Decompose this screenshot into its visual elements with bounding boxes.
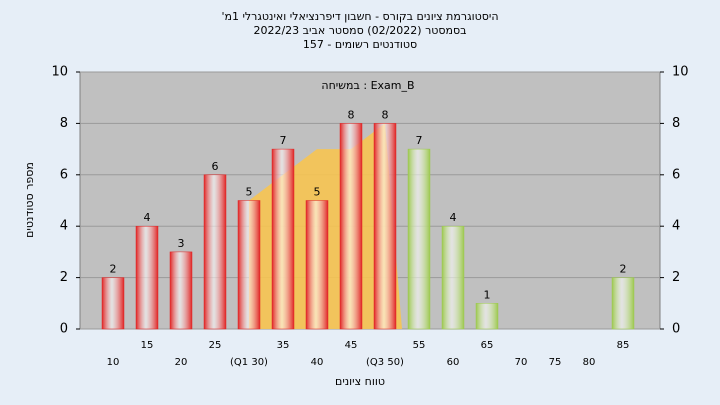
bar [169,251,193,330]
data-label: 4 [144,211,151,224]
x-tick-label: 75 [549,357,562,368]
y-tick-label: 10 [51,65,68,80]
data-label: 8 [348,108,355,121]
y2-tick-label: 6 [672,167,680,182]
data-label: 1 [484,288,491,301]
x-tick-label: 85 [617,340,630,351]
data-label: 2 [110,263,117,276]
bar [373,123,397,330]
x-tick-label: 40 [311,357,324,368]
x-tick-label: 55 [413,340,426,351]
chart-subtitle: בסמסטר (02/2022) סמסטר אביב 2022/23 [253,24,466,37]
x-tick-label: 65 [481,340,494,351]
data-label: 5 [314,186,321,199]
bar [271,148,295,330]
bar [611,277,635,330]
y2-tick-label: 2 [672,270,680,285]
bar [441,225,465,330]
y2-tick-label: 8 [672,116,680,131]
data-label: 8 [382,108,389,121]
x-tick-label: 45 [345,340,358,351]
y-tick-label: 6 [60,167,68,182]
data-label: 5 [246,186,253,199]
x-tick-label: 10 [107,357,120,368]
y-axis-label: מספר סטודנטים [23,162,36,238]
y-tick-label: 2 [60,270,68,285]
x-axis-label: טווח ציונים [335,375,385,388]
annotation: במשיחה : Exam_B [321,79,414,92]
bar [339,123,363,330]
x-tick-label: 35 [277,340,290,351]
data-label: 4 [450,211,457,224]
y-tick-label: 4 [60,219,68,234]
y2-tick-label: 10 [672,65,689,80]
bar [475,303,499,330]
data-label: 2 [620,263,627,276]
x-tick-label: (Q1 30) [230,357,268,368]
data-label: 6 [212,160,219,173]
data-label: 7 [416,134,423,147]
x-tick-label: 60 [447,357,460,368]
data-label: 7 [280,134,287,147]
data-label: 3 [178,237,185,250]
x-tick-label: 70 [515,357,528,368]
y-tick-label: 0 [60,322,68,337]
bar [203,174,227,330]
x-tick-label: 15 [141,340,154,351]
bar [407,148,431,330]
x-tick-label: 80 [583,357,596,368]
bar [237,200,261,330]
y2-tick-label: 4 [672,219,680,234]
bar [101,277,125,330]
y-tick-label: 8 [60,116,68,131]
chart-title: היסטוגרמת ציונים בקורס - חשבון דיפרנציאל… [221,10,498,23]
bar [305,200,329,330]
x-tick-label: 20 [175,357,188,368]
x-tick-label: 25 [209,340,222,351]
bar [135,225,159,330]
x-tick-label: (Q3 50) [366,357,404,368]
chart-subtitle: סטודנטים רשומים - 157 [303,38,417,51]
y2-tick-label: 0 [672,322,680,337]
